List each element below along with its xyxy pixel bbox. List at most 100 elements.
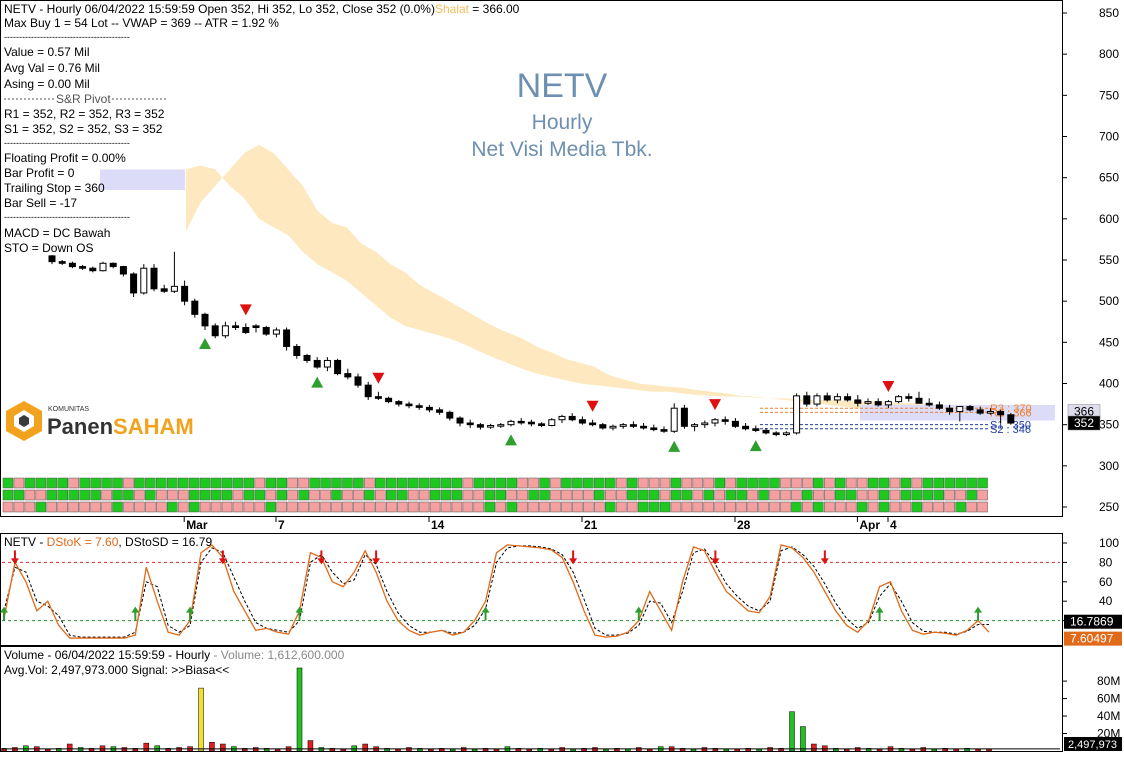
heatmap-cell xyxy=(725,489,736,501)
heatmap-cell xyxy=(572,477,583,489)
stochastic-plot xyxy=(0,544,1060,639)
candle-body xyxy=(323,359,331,368)
separator-3: ----------------------------------------… xyxy=(4,212,130,222)
candle-body xyxy=(558,415,566,421)
heatmap-cell xyxy=(747,501,758,513)
price-signals xyxy=(199,304,895,452)
candle-body xyxy=(986,410,994,414)
heatmap-cell xyxy=(506,489,517,501)
heatmap-cell xyxy=(725,477,736,489)
candle-body xyxy=(691,424,699,427)
heatmap-cell xyxy=(824,477,835,489)
candle-body xyxy=(130,273,138,294)
candle-body xyxy=(487,424,495,428)
heatmap-cell xyxy=(681,477,693,489)
candle-body xyxy=(48,255,56,263)
header-line: NETV - Hourly 06/04/2022 15:59:59 Open 3… xyxy=(4,2,435,16)
heatmap-cell xyxy=(364,501,375,513)
candle-body xyxy=(354,376,362,386)
heatmap-cell xyxy=(145,501,156,513)
candle-body xyxy=(170,285,178,292)
stoch-sell-arrow-head-icon xyxy=(820,558,829,565)
price-tick-label: 500 xyxy=(1099,294,1119,308)
heatmap-cell xyxy=(35,477,47,489)
candle-body xyxy=(915,397,923,404)
candle-body xyxy=(140,267,148,294)
price-panel-frame xyxy=(0,0,1063,517)
heatmap-cell xyxy=(878,489,890,501)
heatmap-cell xyxy=(681,489,693,501)
candle-body xyxy=(517,420,525,424)
heatmap-cell xyxy=(396,489,408,501)
heatmap-cell xyxy=(2,477,14,489)
stoch-panel-frame xyxy=(0,533,1063,646)
svg-text:NETV - Hourly 06/04/2022 15:59: NETV - Hourly 06/04/2022 15:59:59 Open 3… xyxy=(4,2,520,16)
heatmap-cell xyxy=(68,477,79,489)
heatmap-cell xyxy=(484,501,496,513)
buy-arrow-icon xyxy=(199,337,211,349)
heatmap-cell xyxy=(528,489,539,501)
separator-1: ----------------------------------------… xyxy=(4,32,130,42)
heatmap-cell xyxy=(626,489,638,501)
logo-part1: Panen xyxy=(47,414,113,439)
svg-text:Volume - 06/04/2022 15:59:59 -: Volume - 06/04/2022 15:59:59 - Hourly - … xyxy=(4,648,345,662)
heatmap-cell xyxy=(298,501,309,513)
candle-body xyxy=(109,262,117,268)
heatmap-cell xyxy=(112,477,123,489)
heatmap-cell xyxy=(834,489,846,501)
heatmap-cell xyxy=(550,477,561,489)
heatmap-cell xyxy=(232,489,244,501)
candle-body xyxy=(456,417,464,424)
heatmap-cell xyxy=(188,501,200,513)
volume-bar xyxy=(876,749,883,752)
heatmap-cell xyxy=(714,477,725,489)
buy-arrow-icon xyxy=(668,440,681,452)
candle-body xyxy=(242,327,250,333)
heatmap-cell xyxy=(933,477,944,489)
candle-body xyxy=(211,325,219,337)
candle-body xyxy=(425,406,433,411)
stoch-buy-arrow-head-icon xyxy=(131,606,140,613)
heatmap-cell xyxy=(2,501,14,513)
heatmap-cell xyxy=(331,477,342,489)
volume-legend-b: - Volume: 1,612,600.000 xyxy=(210,648,344,662)
heatmap-cell xyxy=(440,477,452,489)
candle-body xyxy=(640,425,648,429)
price-tick-label: 600 xyxy=(1099,212,1119,226)
heatmap-cell xyxy=(539,477,550,489)
heatmap-cell xyxy=(112,489,123,501)
stoch-marker xyxy=(1064,631,1122,646)
heatmap-cell xyxy=(451,477,463,489)
heatmap-cell xyxy=(637,501,649,513)
price-tick-label: 400 xyxy=(1099,377,1119,391)
price-tick-label: 650 xyxy=(1099,171,1119,185)
heatmap-cell xyxy=(35,489,47,501)
heatmap-cell xyxy=(626,477,638,489)
heatmap-cell xyxy=(780,501,791,513)
heatmap-cell xyxy=(320,501,331,513)
stoch-legend-k: DStoK = 7.60 xyxy=(47,535,119,549)
heatmap-cell xyxy=(966,489,977,501)
heatmap-cell xyxy=(648,501,660,513)
heatmap-cell xyxy=(933,501,944,513)
heatmap-cell xyxy=(101,489,112,501)
heatmap-cell xyxy=(407,477,419,489)
heatmap-cell xyxy=(780,489,791,501)
heatmap-cell xyxy=(134,501,145,513)
heatmap-cell xyxy=(977,477,988,489)
heatmap-cell xyxy=(955,489,966,501)
candle-body xyxy=(334,359,342,375)
heatmap-cell xyxy=(364,489,375,501)
candle-body xyxy=(966,406,974,411)
volume-bar xyxy=(209,742,215,752)
heatmap-cell xyxy=(626,501,638,513)
volume-bar xyxy=(428,749,434,752)
candle-body xyxy=(731,420,739,427)
volume-bar xyxy=(953,749,959,752)
heatmap-cell xyxy=(386,501,397,513)
heatmap-cell xyxy=(254,489,266,501)
heatmap-cell xyxy=(199,477,211,489)
